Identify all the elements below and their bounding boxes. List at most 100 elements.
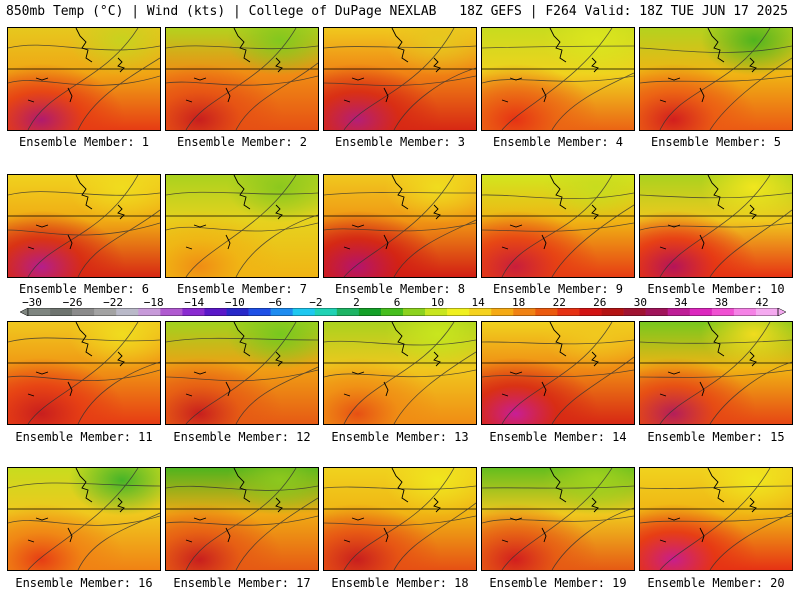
colorbar-swatch <box>601 308 624 316</box>
colorbar-swatches <box>20 308 786 316</box>
temperature-map <box>8 468 160 570</box>
ensemble-member-caption: Ensemble Member: 19 <box>489 576 627 590</box>
colorbar-max-arrow <box>777 308 786 316</box>
ensemble-member-panel <box>323 27 477 131</box>
ensemble-member-caption: Ensemble Member: 3 <box>334 135 466 149</box>
ensemble-member-panel <box>481 27 635 131</box>
temperature-map <box>640 28 792 130</box>
ensemble-member-caption: Ensemble Member: 5 <box>650 135 782 149</box>
colorbar-frame <box>27 308 779 316</box>
colorbar-tick-label: −10 <box>224 296 245 309</box>
ensemble-member-caption: Ensemble Member: 20 <box>647 576 785 590</box>
colorbar-swatch <box>469 308 492 316</box>
colorbar-swatch <box>94 308 117 316</box>
ensemble-member-caption: Ensemble Member: 13 <box>331 430 469 444</box>
temperature-map <box>324 468 476 570</box>
ensemble-member-panel <box>7 174 161 278</box>
colorbar-swatch <box>689 308 713 316</box>
colorbar-swatch <box>733 308 757 316</box>
ensemble-member-caption: Ensemble Member: 8 <box>334 282 466 296</box>
ensemble-member-caption: Ensemble Member: 1 <box>18 135 150 149</box>
colorbar-swatch <box>28 308 51 316</box>
temperature-map <box>324 28 476 130</box>
model-run-valid-time: 18Z GEFS | F264 Valid: 18Z TUE JUN 17 20… <box>459 4 788 19</box>
colorbar-swatch <box>403 308 426 316</box>
colorbar-swatch <box>579 308 602 316</box>
colorbar-tick-label: 38 <box>714 296 729 309</box>
colorbar-swatch <box>226 308 249 316</box>
colorbar-swatch <box>50 308 73 316</box>
colorbar-swatch <box>138 308 161 316</box>
temperature-map <box>482 468 634 570</box>
ensemble-member-panel <box>7 27 161 131</box>
ensemble-member-panel <box>165 174 319 278</box>
ensemble-member-caption: Ensemble Member: 12 <box>173 430 311 444</box>
ensemble-member-panel <box>323 321 477 425</box>
temperature-map <box>640 468 792 570</box>
ensemble-member-panel <box>639 467 793 571</box>
colorbar-swatch <box>160 308 183 316</box>
colorbar-tick-label: 2 <box>353 296 360 309</box>
temperature-map <box>8 322 160 424</box>
colorbar-tick-label: −2 <box>309 296 323 309</box>
colorbar-swatch <box>336 308 360 316</box>
colorbar-swatch <box>535 308 558 316</box>
ensemble-member-panel <box>639 321 793 425</box>
temperature-map <box>482 28 634 130</box>
colorbar-swatch <box>270 308 294 316</box>
colorbar-swatch <box>116 308 139 316</box>
ensemble-member-caption: Ensemble Member: 4 <box>492 135 624 149</box>
ensemble-member-caption: Ensemble Member: 9 <box>492 282 624 296</box>
colorbar-swatch <box>358 308 382 316</box>
colorbar-swatch <box>645 308 669 316</box>
temperature-map <box>8 28 160 130</box>
temperature-map <box>8 175 160 277</box>
colorbar-swatch <box>314 308 338 316</box>
temperature-map <box>324 175 476 277</box>
colorbar-tick-label: −18 <box>143 296 164 309</box>
temperature-map <box>166 28 318 130</box>
ensemble-member-panel <box>165 467 319 571</box>
ensemble-member-panel <box>165 27 319 131</box>
temperature-map <box>482 322 634 424</box>
ensemble-member-panel <box>639 27 793 131</box>
temperature-map <box>166 468 318 570</box>
colorbar-swatch <box>204 308 227 316</box>
ensemble-member-panel <box>639 174 793 278</box>
ensemble-member-panel <box>323 174 477 278</box>
ensemble-member-panel <box>165 321 319 425</box>
colorbar-swatch <box>425 308 448 316</box>
ensemble-member-caption: Ensemble Member: 15 <box>647 430 785 444</box>
colorbar-tick-label: 6 <box>393 296 401 309</box>
ensemble-member-panel <box>323 467 477 571</box>
colorbar-tick-label: 18 <box>512 296 526 309</box>
colorbar-min-arrow <box>20 308 29 316</box>
colorbar-swatch <box>491 308 514 316</box>
colorbar-swatch <box>447 308 470 316</box>
ensemble-member-panel <box>481 321 635 425</box>
ensemble-member-caption: Ensemble Member: 16 <box>15 576 153 590</box>
colorbar-tick-label: −14 <box>184 296 205 309</box>
ensemble-member-caption: Ensemble Member: 17 <box>173 576 311 590</box>
temperature-map <box>166 322 318 424</box>
colorbar-tick-label: 34 <box>674 296 688 309</box>
temperature-map <box>324 322 476 424</box>
colorbar-swatch <box>667 308 691 316</box>
ensemble-member-caption: Ensemble Member: 11 <box>15 430 153 444</box>
colorbar-tick-label: 10 <box>430 296 445 309</box>
colorbar-tick-label: −26 <box>62 296 83 309</box>
ensemble-member-caption: Ensemble Member: 6 <box>18 282 150 296</box>
temperature-colorbar: −30 −26 −22 −18 −14 −10 −6 −2 2 6 10 14 18 22 26 30 34 38… <box>20 297 786 317</box>
colorbar-swatch <box>248 308 271 316</box>
ensemble-member-panel <box>481 467 635 571</box>
ensemble-member-caption: Ensemble Member: 18 <box>331 576 469 590</box>
colorbar-tick-label: −30 <box>22 296 42 309</box>
temperature-map <box>640 175 792 277</box>
ensemble-member-panel <box>481 174 635 278</box>
temperature-map <box>166 175 318 277</box>
colorbar-swatch <box>623 308 646 316</box>
colorbar-swatch <box>513 308 536 316</box>
colorbar-tick-label: −22 <box>103 296 124 309</box>
colorbar-swatch <box>182 308 205 316</box>
colorbar-swatch <box>755 308 779 316</box>
